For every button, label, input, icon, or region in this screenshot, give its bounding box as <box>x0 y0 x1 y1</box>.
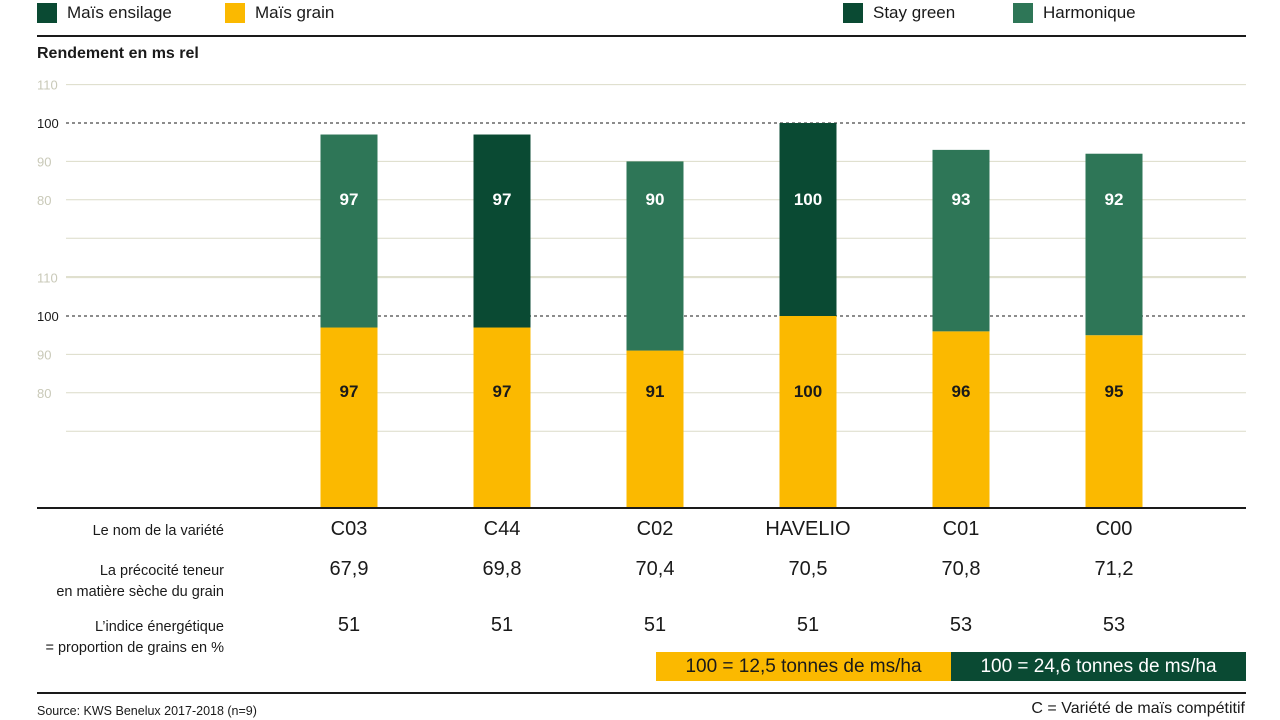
table-cell: 51 <box>490 614 514 636</box>
y-tick-label: 80 <box>37 193 51 208</box>
table-cell: 53 <box>1102 614 1126 636</box>
top-rule <box>37 35 1246 37</box>
table-row-label-line: Le nom de la variété <box>92 523 224 539</box>
bar-mais-grain <box>779 316 837 508</box>
legend-label: Harmonique <box>1043 3 1136 22</box>
data-label-grain: 97 <box>493 382 512 401</box>
table-cell: 69,8 <box>482 558 522 580</box>
bar-chart: 80 90 100 110 80 90 100 110 97 97 97 97 90 91 100 100 93… <box>37 78 1246 509</box>
table-row-label-line: = proportion de grains en % <box>45 640 224 656</box>
bar-mais-grain <box>473 327 531 508</box>
table-cell: C44 <box>483 518 521 540</box>
y-axis-title: Rendement en ms rel <box>37 45 199 62</box>
table-cell: C03 <box>330 518 368 540</box>
y-tick-label: 110 <box>37 78 58 93</box>
legend-swatch-harmonique <box>1013 3 1033 23</box>
table-cell: C01 <box>942 518 980 540</box>
data-label-grain: 97 <box>340 382 359 401</box>
data-label-grain: 95 <box>1105 382 1124 401</box>
data-label-ensilage: 100 <box>794 190 822 209</box>
bar-mais-ensilage <box>473 134 531 328</box>
table-row-label: La précocité teneur en matière sèche du g… <box>30 561 224 603</box>
bar-mais-ensilage <box>320 134 378 328</box>
legend-item-harmonique: Harmonique <box>1013 3 1136 23</box>
table-row-label: L’indice énergétique = proportion de grai… <box>30 617 224 659</box>
competitor-legend-note: C = Variété de maïs compétitif <box>1031 700 1245 717</box>
y-tick-label: 90 <box>37 347 51 362</box>
legend-label: Stay green <box>873 3 956 22</box>
data-label-ensilage: 93 <box>952 190 971 209</box>
table-row-label-line: L’indice énergétique <box>95 619 224 635</box>
table-cell: C02 <box>636 518 674 540</box>
bar-mais-ensilage <box>779 123 837 316</box>
bottom-rule <box>37 692 1246 694</box>
legend-swatch-mais-ensilage <box>37 3 57 23</box>
bar-mais-grain <box>626 350 684 508</box>
bar-mais-grain <box>320 327 378 508</box>
y-tick-label: 80 <box>37 386 51 401</box>
data-label-grain: 91 <box>646 382 665 401</box>
table-cell: 70,5 <box>788 558 828 580</box>
legend-swatch-mais-grain <box>225 3 245 23</box>
legend-item-stay-green: Stay green <box>843 3 955 23</box>
table-row-label: Le nom de la variété <box>30 521 224 542</box>
legend-swatch-stay-green <box>843 3 863 23</box>
table-cell: 51 <box>337 614 361 636</box>
legend: Maïs ensilage Maïs grain Stay green Harm… <box>0 0 1280 30</box>
legend-label: Maïs ensilage <box>67 3 172 22</box>
grain-reference-note: 100 = 12,5 tonnes de ms/ha <box>656 652 951 681</box>
table-cell: 51 <box>643 614 667 636</box>
source-note: Source: KWS Benelux 2017-2018 (n=9) <box>37 704 257 718</box>
bar-mais-ensilage <box>1085 153 1143 336</box>
table-row-label-line: en matière sèche du grain <box>56 584 224 600</box>
table-cell: 71,2 <box>1094 558 1134 580</box>
table-cell: C00 <box>1095 518 1133 540</box>
data-label-ensilage: 97 <box>493 190 512 209</box>
data-label-grain: 96 <box>952 382 971 401</box>
y-tick-label: 100 <box>37 116 59 131</box>
table-row-label-line: La précocité teneur <box>99 563 224 579</box>
data-label-ensilage: 92 <box>1105 190 1124 209</box>
table-cell: 51 <box>796 614 820 636</box>
legend-item-mais-grain: Maïs grain <box>225 3 334 23</box>
table-cell: 70,4 <box>635 558 675 580</box>
bar-mais-ensilage <box>626 161 684 351</box>
bar-mais-grain <box>932 331 990 508</box>
table-cell: HAVELIO <box>765 518 851 540</box>
table-cell: 67,9 <box>329 558 369 580</box>
data-label-ensilage: 90 <box>646 190 665 209</box>
data-label-ensilage: 97 <box>340 190 359 209</box>
bar-mais-grain <box>1085 335 1143 508</box>
y-tick-label: 90 <box>37 154 51 169</box>
y-tick-label: 100 <box>37 309 59 324</box>
legend-label: Maïs grain <box>255 3 335 22</box>
y-tick-label: 110 <box>37 271 58 286</box>
table-cell: 70,8 <box>941 558 981 580</box>
data-label-grain: 100 <box>794 382 822 401</box>
table-cell: 53 <box>949 614 973 636</box>
legend-item-mais-ensilage: Maïs ensilage <box>37 3 172 23</box>
ensilage-reference-note: 100 = 24,6 tonnes de ms/ha <box>951 652 1246 681</box>
bar-mais-ensilage <box>932 149 990 332</box>
